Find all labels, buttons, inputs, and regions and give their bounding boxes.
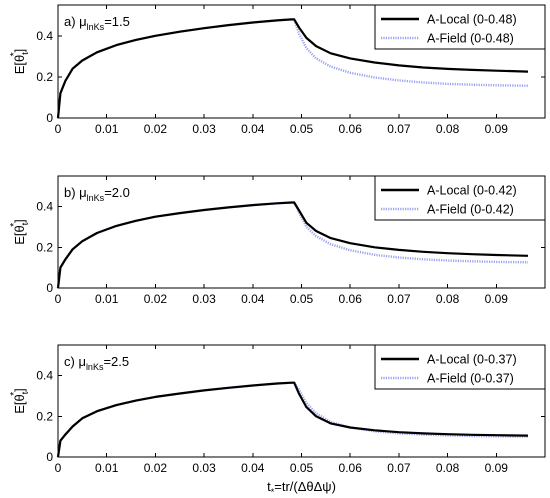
panel-label: a) μlnKs=1.5	[64, 14, 130, 32]
legend: A-Local (0-0.37) A-Field (0-0.37)	[374, 344, 546, 390]
x-axis-label: t*=tr/(ΔθΔψ)	[267, 479, 336, 497]
legend-box	[374, 175, 546, 221]
x-tick-label: 0.03	[192, 122, 216, 136]
y-tick-label: 0.4	[36, 29, 53, 43]
x-tick-label: 0.07	[387, 122, 411, 136]
x-tick-label: 0.01	[95, 461, 119, 475]
x-tick-label: 0	[55, 292, 62, 306]
x-tick-label: 0.05	[290, 461, 314, 475]
y-tick-label: 0.2	[36, 70, 53, 84]
x-tick-label: 0.04	[241, 292, 265, 306]
x-tick-label: 0.02	[144, 292, 168, 306]
x-tick-label: 0.04	[241, 461, 265, 475]
panel-label: b) μlnKs=2.0	[64, 185, 130, 203]
x-tick-label: 0	[55, 461, 62, 475]
x-tick-label: 0.07	[387, 461, 411, 475]
x-tick-label: 0.01	[95, 122, 119, 136]
x-tick-label: 0.09	[485, 292, 509, 306]
y-tick-label: 0.2	[36, 409, 53, 423]
legend: A-Local (0-0.42) A-Field (0-0.42)	[374, 175, 546, 221]
x-tick-label: 0.03	[192, 292, 216, 306]
y-tick-label: 0.4	[36, 200, 53, 214]
series-line-a-local	[56, 18, 529, 119]
series-line-a-local	[56, 381, 529, 458]
panel-label: c) μlnKs=2.5	[64, 354, 129, 372]
chart-panel-3: 0 0.01 0.02 0.03 0.04 0.05 0.06 0.07 0.08 0.09 0 0.…	[9, 344, 546, 497]
x-tick-label: 0.03	[192, 461, 216, 475]
x-tick-label: 0.09	[485, 122, 509, 136]
x-tick-label: 0.01	[95, 292, 119, 306]
x-tick-label: 0.05	[290, 122, 314, 136]
series-line-a-field	[56, 381, 529, 458]
y-tick-label: 0	[46, 281, 53, 295]
y-axis-label: E[θt*]	[9, 219, 30, 245]
y-axis-label: E[θt*]	[9, 49, 30, 75]
x-tick-label: 0.06	[339, 122, 363, 136]
x-tick-label: 0.02	[144, 461, 168, 475]
legend-box	[374, 344, 546, 390]
x-tick-label: 0.09	[485, 461, 509, 475]
legend-entry-a-field: A-Field (0-0.48)	[427, 32, 514, 46]
x-tick-label: 0.08	[436, 122, 460, 136]
x-tick-label: 0.07	[387, 292, 411, 306]
series-line-a-local	[56, 201, 529, 289]
legend-entry-a-local: A-Local (0-0.42)	[427, 184, 517, 198]
chart-panel-2: 0 0.01 0.02 0.03 0.04 0.05 0.06 0.07 0.08 0.09 0 0.…	[9, 175, 546, 306]
legend-entry-a-field: A-Field (0-0.42)	[427, 203, 514, 217]
y-tick-label: 0	[46, 111, 53, 125]
legend-entry-a-local: A-Local (0-0.37)	[427, 353, 517, 367]
y-tick-label: 0.2	[36, 240, 53, 254]
x-tick-label: 0.02	[144, 122, 168, 136]
x-tick-label: 0.06	[339, 461, 363, 475]
legend-entry-a-field: A-Field (0-0.37)	[427, 372, 514, 386]
x-tick-label: 0.06	[339, 292, 363, 306]
legend-box	[374, 4, 546, 50]
x-tick-label: 0.08	[436, 461, 460, 475]
x-tick-label: 0	[55, 122, 62, 136]
y-tick-label: 0.4	[36, 369, 53, 383]
legend-entry-a-local: A-Local (0-0.48)	[427, 13, 517, 27]
legend: A-Local (0-0.48) A-Field (0-0.48)	[374, 4, 546, 50]
y-axis-label: E[θt*]	[9, 388, 30, 414]
y-tick-label: 0	[46, 450, 53, 464]
x-tick-label: 0.04	[241, 122, 265, 136]
chart-panel-1: 0 0.01 0.02 0.03 0.04 0.05 0.06 0.07 0.08 0.09 0 0.…	[9, 4, 546, 136]
x-tick-label: 0.08	[436, 292, 460, 306]
x-tick-label: 0.05	[290, 292, 314, 306]
